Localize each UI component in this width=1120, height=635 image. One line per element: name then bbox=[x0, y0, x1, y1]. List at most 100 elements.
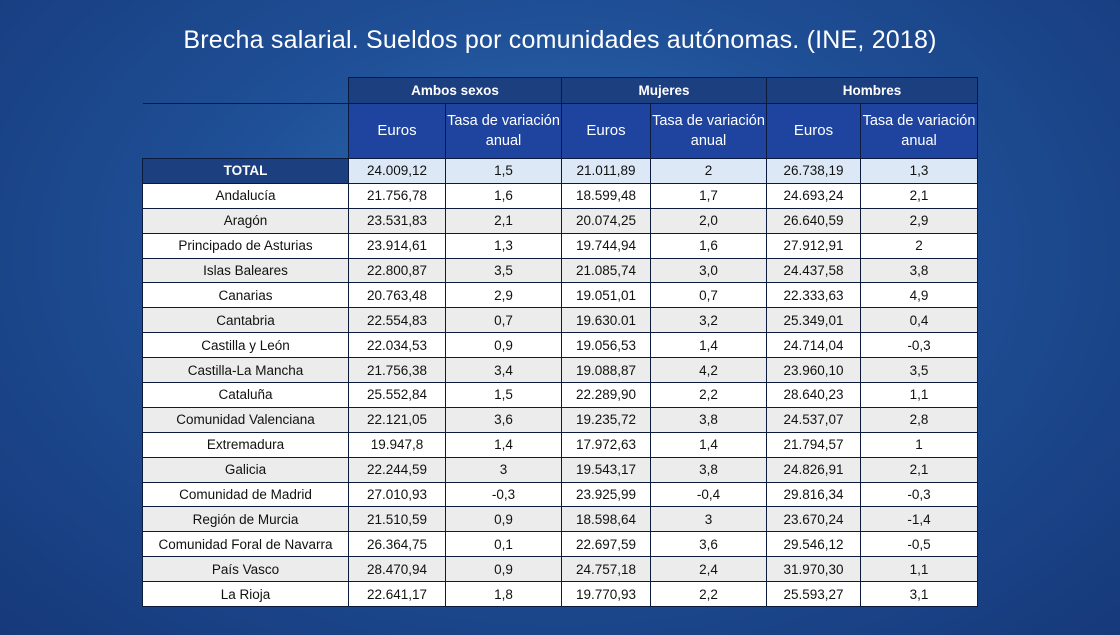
table-row: Galicia 22.244,59 3 19.543,17 3,8 24.826,91 2,… bbox=[142, 456, 979, 483]
euros-cell: 27.010,93 bbox=[348, 481, 446, 508]
euros-cell: 22.244,59 bbox=[348, 456, 446, 483]
rate-cell: -0,3 bbox=[860, 332, 979, 359]
chart-title: Brecha salarial. Sueldos por comunidades… bbox=[183, 26, 937, 54]
euros-cell: 18.599,48 bbox=[561, 182, 652, 209]
euros-cell: 21.085,74 bbox=[561, 257, 652, 284]
euros-cell: 20.763,48 bbox=[348, 282, 446, 309]
euros-cell: 17.972,63 bbox=[561, 431, 652, 458]
subheader-euros: Euros bbox=[561, 103, 652, 159]
euros-cell: 19.630.01 bbox=[561, 307, 652, 334]
region-cell: Castilla y León bbox=[142, 332, 349, 359]
table-row: Región de Murcia 21.510,59 0,9 18.598,64 3 23… bbox=[142, 506, 979, 533]
subheader-corner bbox=[142, 103, 349, 159]
euros-cell: 25.593,27 bbox=[766, 581, 862, 608]
euros-cell: 22.333,63 bbox=[766, 282, 862, 309]
table-row: La Rioja 22.641,17 1,8 19.770,93 2,2 25.593,2… bbox=[142, 581, 979, 608]
euros-cell: 24.693,24 bbox=[766, 182, 862, 209]
rate-cell: 0,9 bbox=[444, 332, 563, 359]
rate-cell: 4,9 bbox=[860, 282, 979, 309]
euros-cell: 23.960,10 bbox=[766, 357, 862, 384]
rate-cell: 1,3 bbox=[860, 158, 979, 184]
region-cell: Principado de Asturias bbox=[142, 232, 349, 259]
euros-cell: 23.914,61 bbox=[348, 232, 446, 259]
table-row-total: TOTAL 24.009,12 1,5 21.011,89 2 26.738,19 1,3 bbox=[142, 158, 979, 184]
region-cell: Región de Murcia bbox=[142, 506, 349, 533]
euros-cell: 25.349,01 bbox=[766, 307, 862, 334]
rate-cell: 3,6 bbox=[650, 531, 768, 558]
region-cell: TOTAL bbox=[142, 158, 349, 184]
subheader-tasa: Tasa de variación anual bbox=[650, 103, 768, 159]
rate-cell: -1,4 bbox=[860, 506, 979, 533]
table-row: Andalucía 21.756,78 1,6 18.599,48 1,7 24.693,… bbox=[142, 182, 979, 209]
rate-cell: 3 bbox=[650, 506, 768, 533]
rate-cell: 1,4 bbox=[444, 431, 563, 458]
rate-cell: 3,5 bbox=[444, 257, 563, 284]
rate-cell: 1,3 bbox=[444, 232, 563, 259]
rate-cell: -0,5 bbox=[860, 531, 979, 558]
subheader-euros: Euros bbox=[348, 103, 446, 159]
rate-cell: 3,1 bbox=[860, 581, 979, 608]
region-cell: Extremadura bbox=[142, 431, 349, 458]
subheader-tasa: Tasa de variación anual bbox=[860, 103, 979, 159]
euros-cell: 24.537,07 bbox=[766, 406, 862, 433]
rate-cell: -0,3 bbox=[860, 481, 979, 508]
euros-cell: 24.437,58 bbox=[766, 257, 862, 284]
table-row: Comunidad Foral de Navarra 26.364,75 0,1 22… bbox=[142, 531, 979, 558]
rate-cell: 0,9 bbox=[444, 506, 563, 533]
table-row: Castilla y León 22.034,53 0,9 19.056,53 1,4 2… bbox=[142, 332, 979, 359]
euros-cell: 29.816,34 bbox=[766, 481, 862, 508]
rate-cell: 2,9 bbox=[444, 282, 563, 309]
group-header-mujeres: Mujeres bbox=[561, 77, 768, 104]
table-row: País Vasco 28.470,94 0,9 24.757,18 2,4 31.970… bbox=[142, 556, 979, 583]
header-corner bbox=[142, 77, 349, 104]
rate-cell: 1,5 bbox=[444, 382, 563, 408]
rate-cell: 3,2 bbox=[650, 307, 768, 334]
rate-cell: 0,1 bbox=[444, 531, 563, 558]
table-row: Islas Baleares 22.800,87 3,5 21.085,74 3,0 24… bbox=[142, 257, 979, 284]
rate-cell: 2 bbox=[650, 158, 768, 184]
euros-cell: 25.552,84 bbox=[348, 382, 446, 408]
rate-cell: 1,6 bbox=[444, 182, 563, 209]
euros-cell: 19.770,93 bbox=[561, 581, 652, 608]
rate-cell: 1,6 bbox=[650, 232, 768, 259]
rate-cell: 0,9 bbox=[444, 556, 563, 583]
region-cell: Canarias bbox=[142, 282, 349, 309]
rate-cell: 2,4 bbox=[650, 556, 768, 583]
rate-cell: 3,8 bbox=[650, 406, 768, 433]
rate-cell: 3,4 bbox=[444, 357, 563, 384]
euros-cell: 22.554,83 bbox=[348, 307, 446, 334]
group-header-ambos: Ambos sexos bbox=[347, 77, 563, 104]
euros-cell: 31.970,30 bbox=[766, 556, 862, 583]
region-cell: Comunidad Foral de Navarra bbox=[142, 531, 349, 558]
rate-cell: 2,8 bbox=[860, 406, 979, 433]
rate-cell: 2,1 bbox=[860, 182, 979, 209]
region-cell: Aragón bbox=[142, 207, 349, 234]
region-cell: La Rioja bbox=[142, 581, 349, 608]
table-row: Aragón 23.531,83 2,1 20.074,25 2,0 26.640,59 2… bbox=[142, 207, 979, 234]
euros-cell: 26.738,19 bbox=[766, 158, 862, 184]
rate-cell: 1,1 bbox=[860, 556, 979, 583]
euros-cell: 22.289,90 bbox=[561, 382, 652, 408]
rate-cell: 3,5 bbox=[860, 357, 979, 384]
rate-cell: -0,3 bbox=[444, 481, 563, 508]
table-row: Castilla-La Mancha 21.756,38 3,4 19.088,87 4… bbox=[142, 357, 979, 384]
table-row: Cataluña 25.552,84 1,5 22.289,90 2,2 28.640,2… bbox=[142, 382, 979, 408]
rate-cell: 3,6 bbox=[444, 406, 563, 433]
table-row: Cantabria 22.554,83 0,7 19.630.01 3,2 25.349,… bbox=[142, 307, 979, 334]
rate-cell: 2,2 bbox=[650, 581, 768, 608]
rate-cell: 3,8 bbox=[650, 456, 768, 483]
region-cell: País Vasco bbox=[142, 556, 349, 583]
euros-cell: 21.510,59 bbox=[348, 506, 446, 533]
rate-cell: 2,2 bbox=[650, 382, 768, 408]
euros-cell: 19.088,87 bbox=[561, 357, 652, 384]
euros-cell: 27.912,91 bbox=[766, 232, 862, 259]
rate-cell: 0,7 bbox=[650, 282, 768, 309]
rate-cell: 1 bbox=[860, 431, 979, 458]
subheader-euros: Euros bbox=[766, 103, 862, 159]
rate-cell: 0,7 bbox=[444, 307, 563, 334]
rate-cell: 1,5 bbox=[444, 158, 563, 184]
rate-cell: 2,1 bbox=[444, 207, 563, 234]
table-row: Canarias 20.763,48 2,9 19.051,01 0,7 22.333,6… bbox=[142, 282, 979, 309]
euros-cell: 29.546,12 bbox=[766, 531, 862, 558]
euros-cell: 19.947,8 bbox=[348, 431, 446, 458]
